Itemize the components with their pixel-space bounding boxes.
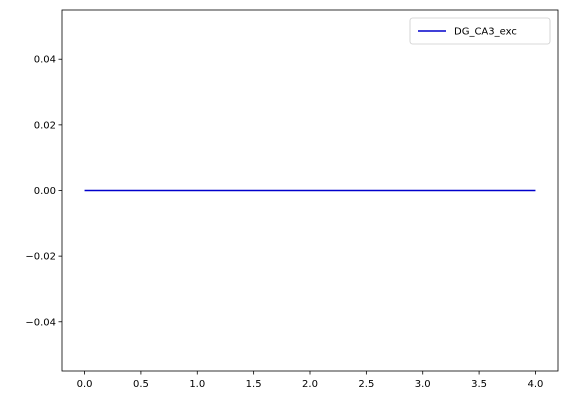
x-tick-label: 3.0 xyxy=(415,379,431,390)
x-tick-label: 0.5 xyxy=(133,379,149,390)
y-tick-label: −0.04 xyxy=(25,317,56,328)
x-tick-label: 4.0 xyxy=(528,379,544,390)
x-tick-label: 0.0 xyxy=(77,379,93,390)
legend-label: DG_CA3_exc xyxy=(454,27,517,38)
x-tick-label: 3.5 xyxy=(471,379,487,390)
y-tick-label: 0.00 xyxy=(34,186,56,197)
y-tick-label: 0.02 xyxy=(34,120,56,131)
x-tick-label: 1.5 xyxy=(246,379,262,390)
plot-frame xyxy=(61,9,559,372)
legend: DG_CA3_exc xyxy=(409,17,551,45)
x-tick-label: 1.0 xyxy=(189,379,205,390)
y-tick-label: −0.02 xyxy=(25,252,56,263)
legend-box xyxy=(409,17,551,45)
y-axis: 0.04 0.02 0.00 −0.02 −0.04 xyxy=(25,55,62,328)
x-axis: 0.0 0.5 1.0 1.5 2.0 2.5 3.0 3.5 4.0 xyxy=(77,371,544,390)
x-tick-label: 2.5 xyxy=(358,379,374,390)
x-tick-label: 2.0 xyxy=(302,379,318,390)
y-tick-label: 0.04 xyxy=(34,55,56,66)
